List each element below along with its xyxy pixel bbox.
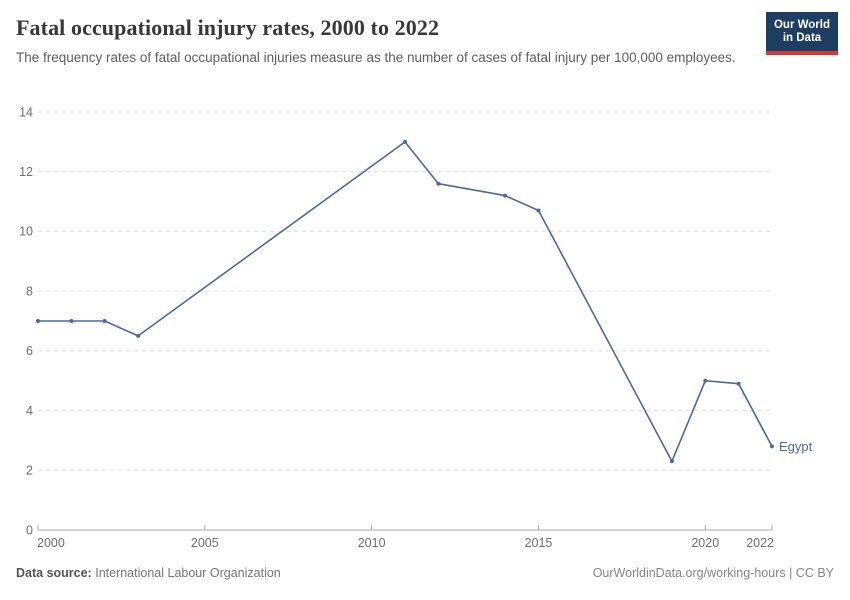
y-axis-tick-label: 8: [26, 284, 33, 298]
data-point-marker[interactable]: [503, 193, 508, 198]
data-point-marker[interactable]: [36, 319, 40, 323]
owid-logo-line1: Our World: [773, 19, 830, 31]
data-point-marker[interactable]: [436, 181, 441, 186]
y-axis-tick-label: 12: [19, 165, 33, 179]
data-source-label: Data source:: [16, 566, 92, 580]
data-point-marker[interactable]: [703, 378, 708, 383]
data-point-marker[interactable]: [102, 319, 107, 323]
chart-footer: Data source: International Labour Organi…: [16, 564, 834, 582]
data-source-value: International Labour Organization: [95, 566, 281, 580]
credit-link[interactable]: OurWorldinData.org/working-hours | CC BY: [592, 566, 834, 580]
owid-logo[interactable]: Our World in Data: [766, 12, 838, 55]
y-axis-tick-label: 10: [19, 225, 33, 239]
y-axis-tick-label: 0: [26, 523, 33, 537]
data-source: Data source: International Labour Organi…: [16, 564, 281, 582]
y-axis-tick-label: 4: [26, 404, 33, 418]
data-point-marker[interactable]: [136, 333, 141, 338]
x-axis-tick-label: 2015: [525, 536, 553, 550]
x-axis-tick-label: 2000: [37, 536, 65, 550]
x-axis-tick-label: 2005: [191, 536, 219, 550]
x-axis-tick-label: 2010: [358, 536, 386, 550]
data-point-marker[interactable]: [770, 444, 774, 449]
data-point-marker[interactable]: [536, 208, 541, 213]
chart-title: Fatal occupational injury rates, 2000 to…: [16, 15, 440, 40]
y-axis-tick-label: 6: [26, 344, 33, 358]
y-axis-tick-label: 14: [19, 105, 33, 119]
series-line-egypt[interactable]: [37, 141, 773, 463]
data-point-marker[interactable]: [69, 319, 74, 323]
y-axis-tick-label: 2: [26, 464, 33, 478]
data-point-marker[interactable]: [669, 459, 674, 464]
chart-subtitle: The frequency rates of fatal occupationa…: [16, 50, 736, 65]
x-axis-tick-label: 2022: [746, 536, 774, 550]
data-point-marker[interactable]: [736, 381, 741, 386]
data-point-marker[interactable]: [403, 139, 407, 144]
line-chart-plot-area: 0 2 4 6 8 10 12 14 2000 2005 2010 2015 2020 2022 Egypt: [19, 105, 813, 550]
owid-logo-line2: in Data: [782, 32, 822, 44]
x-axis-tick-label: 2020: [691, 536, 719, 550]
series-label-egypt[interactable]: Egypt: [779, 439, 813, 454]
